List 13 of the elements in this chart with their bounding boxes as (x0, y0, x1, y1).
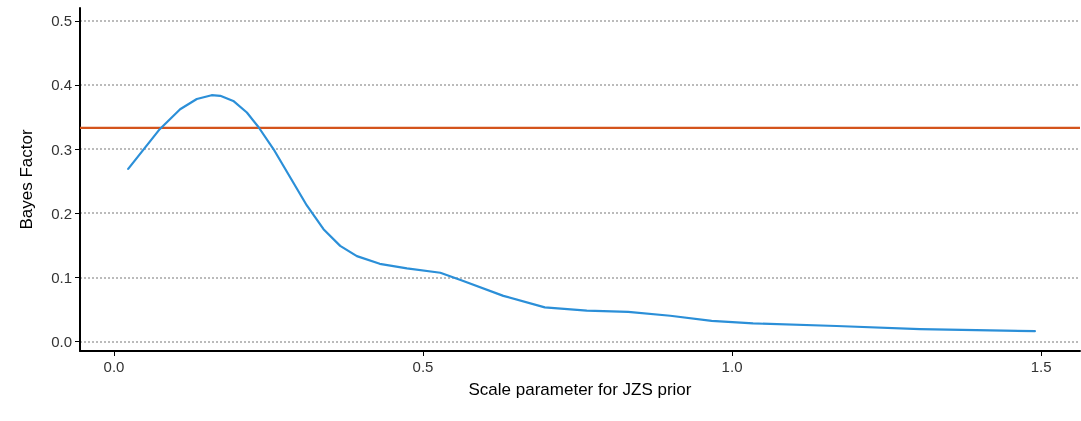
y-tick-label: 0.0 (51, 332, 72, 350)
y-axis-title: Bayes Factor (17, 129, 36, 230)
y-tick-label: 0.2 (51, 204, 72, 222)
x-tick-label: 1.5 (1030, 358, 1052, 375)
y-tick-label: 0.3 (51, 140, 72, 158)
x-tick-label: 1.0 (721, 358, 743, 375)
y-tick-label: 0.5 (51, 12, 72, 30)
line-series (127, 94, 1036, 333)
x-axis-title: Scale parameter for JZS prior (468, 380, 692, 399)
x-tick-label: 0.5 (412, 358, 434, 375)
x-tick-label: 0.0 (103, 358, 125, 375)
y-tick-label: 0.1 (51, 268, 72, 286)
y-tick-label: 0.4 (51, 76, 72, 94)
